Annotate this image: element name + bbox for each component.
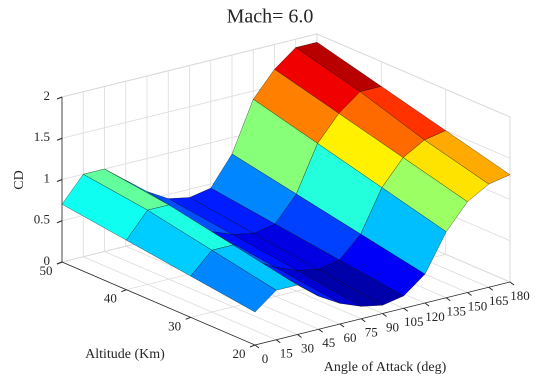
x-tick	[360, 318, 366, 323]
grid-line	[83, 256, 277, 341]
x-tick-label: 45	[322, 335, 335, 350]
z-tick	[56, 179, 63, 182]
x-tick	[403, 307, 409, 312]
x-tick-label: 0	[262, 351, 269, 366]
x-tick	[509, 281, 515, 286]
x-tick	[339, 323, 345, 328]
x-tick-label: 120	[425, 309, 445, 324]
z-tick-label: 0.5	[34, 212, 50, 227]
x-tick	[424, 302, 430, 307]
x-tick-label: 30	[301, 340, 314, 355]
x-tick-label: 180	[510, 288, 530, 303]
y-tick-label: 30	[168, 318, 181, 333]
x-tick	[488, 286, 494, 291]
x-tick-label: 105	[404, 314, 424, 329]
x-tick	[382, 313, 387, 317]
x-tick-label: 90	[386, 319, 399, 334]
y-axis-label: Altitude (Km)	[85, 347, 165, 362]
grid-line	[104, 251, 298, 335]
z-axis-label: CD	[12, 170, 27, 189]
x-tick	[467, 292, 472, 296]
x-tick-label: 165	[489, 293, 509, 308]
z-tick	[56, 220, 63, 224]
x-tick-label: 15	[280, 346, 293, 361]
x-tick	[254, 344, 260, 349]
y-tick-label: 20	[233, 346, 246, 361]
z-tick-label: 1	[44, 170, 51, 185]
axis-line	[61, 261, 256, 346]
y-tick	[121, 289, 127, 293]
x-tick	[275, 339, 281, 344]
x-tick	[445, 297, 451, 302]
x-tick-label: 150	[468, 298, 488, 313]
z-tick-label: 1.5	[34, 129, 50, 144]
grid-line	[316, 33, 511, 118]
x-tick	[318, 328, 324, 333]
y-tick	[249, 344, 256, 348]
z-tick	[56, 137, 63, 141]
x-tick	[297, 334, 302, 338]
chart-title: Mach= 6.0	[227, 6, 314, 28]
x-tick-label: 60	[344, 330, 357, 345]
y-tick-label: 40	[104, 291, 117, 306]
z-tick	[56, 96, 63, 100]
z-tick-label: 2	[44, 88, 51, 103]
y-tick-label: 50	[40, 263, 53, 278]
grid-line	[61, 33, 318, 98]
surface-patch	[190, 249, 277, 313]
x-tick-label: 135	[447, 304, 467, 319]
y-tick	[185, 316, 191, 320]
z-tick-label: 0	[44, 253, 51, 268]
x-axis-label: Angle of Attack (deg)	[324, 360, 447, 375]
x-tick-label: 75	[365, 325, 378, 340]
z-tick	[56, 261, 63, 265]
